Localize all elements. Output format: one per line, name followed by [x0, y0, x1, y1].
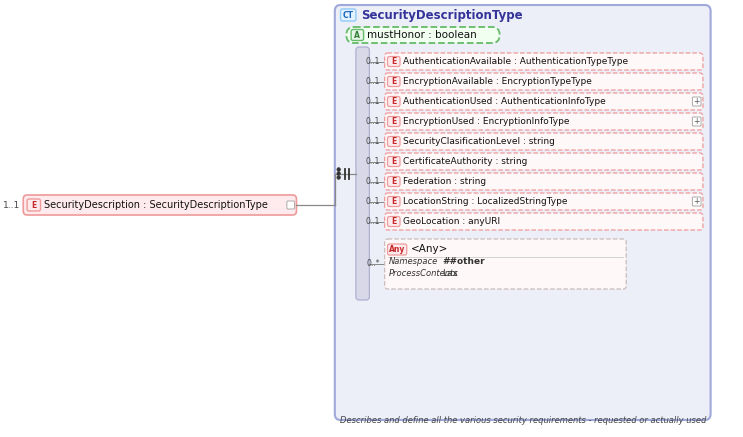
Text: +: +: [693, 117, 700, 126]
FancyBboxPatch shape: [385, 239, 626, 289]
Text: SecurityDescription : SecurityDescriptionType: SecurityDescription : SecurityDescriptio…: [45, 200, 268, 210]
Text: Namespace: Namespace: [389, 257, 438, 266]
FancyBboxPatch shape: [385, 173, 703, 190]
Text: <Any>: <Any>: [411, 244, 448, 254]
Text: E: E: [391, 157, 397, 166]
Text: 0..*: 0..*: [366, 260, 380, 268]
FancyBboxPatch shape: [340, 9, 356, 21]
Text: CT: CT: [343, 10, 354, 20]
FancyBboxPatch shape: [388, 76, 400, 87]
Text: Federation : string: Federation : string: [403, 177, 486, 186]
Text: 0..1: 0..1: [366, 77, 380, 86]
Circle shape: [337, 176, 340, 179]
Text: +: +: [693, 97, 700, 106]
FancyBboxPatch shape: [388, 197, 400, 207]
FancyBboxPatch shape: [27, 199, 41, 211]
Circle shape: [337, 172, 340, 175]
FancyBboxPatch shape: [346, 27, 500, 43]
Text: 0..1: 0..1: [366, 57, 380, 66]
Text: ProcessContents: ProcessContents: [389, 268, 458, 277]
FancyBboxPatch shape: [385, 213, 703, 230]
Text: AuthenticationAvailable : AuthenticationTypeType: AuthenticationAvailable : Authentication…: [403, 57, 628, 66]
FancyBboxPatch shape: [692, 97, 701, 106]
Text: E: E: [391, 57, 397, 66]
Text: 0..1: 0..1: [366, 117, 380, 126]
FancyBboxPatch shape: [692, 197, 701, 206]
Text: GeoLocation : anyURI: GeoLocation : anyURI: [403, 217, 500, 226]
Text: SecurityDescriptionType: SecurityDescriptionType: [360, 8, 522, 21]
FancyBboxPatch shape: [385, 53, 703, 70]
Text: E: E: [31, 201, 36, 209]
Text: 0..1: 0..1: [366, 217, 380, 226]
FancyBboxPatch shape: [356, 47, 369, 300]
Text: 1..1: 1..1: [3, 201, 20, 209]
Text: E: E: [391, 197, 397, 206]
Text: E: E: [391, 77, 397, 86]
FancyBboxPatch shape: [388, 136, 400, 146]
FancyBboxPatch shape: [692, 117, 701, 126]
Circle shape: [337, 168, 340, 171]
Text: Lax: Lax: [442, 268, 458, 277]
Text: 0..1: 0..1: [366, 197, 380, 206]
Text: E: E: [391, 97, 397, 106]
FancyBboxPatch shape: [385, 133, 703, 150]
Text: E: E: [391, 137, 397, 146]
FancyBboxPatch shape: [385, 113, 703, 130]
Text: Any: Any: [389, 245, 406, 254]
Text: 0..1: 0..1: [366, 177, 380, 186]
FancyBboxPatch shape: [23, 195, 296, 215]
Text: CertificateAuthority : string: CertificateAuthority : string: [403, 157, 528, 166]
FancyBboxPatch shape: [388, 216, 400, 226]
Text: E: E: [391, 177, 397, 186]
Text: LocationString : LocalizedStringType: LocationString : LocalizedStringType: [403, 197, 568, 206]
Text: 0..1: 0..1: [366, 157, 380, 166]
Text: ##other: ##other: [442, 257, 485, 266]
Text: E: E: [391, 117, 397, 126]
Text: mustHonor : boolean: mustHonor : boolean: [367, 30, 477, 40]
FancyBboxPatch shape: [351, 30, 363, 41]
FancyBboxPatch shape: [385, 93, 703, 110]
Text: AuthenticationUsed : AuthenticationInfoType: AuthenticationUsed : AuthenticationInfoT…: [403, 97, 606, 106]
FancyBboxPatch shape: [388, 97, 400, 107]
Text: EncryptionAvailable : EncryptionTypeType: EncryptionAvailable : EncryptionTypeType: [403, 77, 591, 86]
Text: 0..1: 0..1: [366, 97, 380, 106]
Text: EncryptionUsed : EncryptionInfoType: EncryptionUsed : EncryptionInfoType: [403, 117, 569, 126]
Text: Describes and define all the various security requirements - requested or actual: Describes and define all the various sec…: [340, 416, 706, 425]
FancyBboxPatch shape: [388, 156, 400, 166]
Text: 0..1: 0..1: [366, 137, 380, 146]
FancyBboxPatch shape: [385, 193, 703, 210]
FancyBboxPatch shape: [388, 56, 400, 66]
FancyBboxPatch shape: [388, 177, 400, 187]
Text: +: +: [693, 197, 700, 206]
FancyBboxPatch shape: [287, 201, 294, 209]
FancyBboxPatch shape: [388, 117, 400, 126]
FancyBboxPatch shape: [388, 244, 406, 255]
Text: SecurityClasificationLevel : string: SecurityClasificationLevel : string: [403, 137, 555, 146]
FancyBboxPatch shape: [385, 153, 703, 170]
Text: A: A: [354, 31, 360, 39]
FancyBboxPatch shape: [335, 5, 710, 420]
FancyBboxPatch shape: [385, 73, 703, 90]
Text: E: E: [391, 217, 397, 226]
